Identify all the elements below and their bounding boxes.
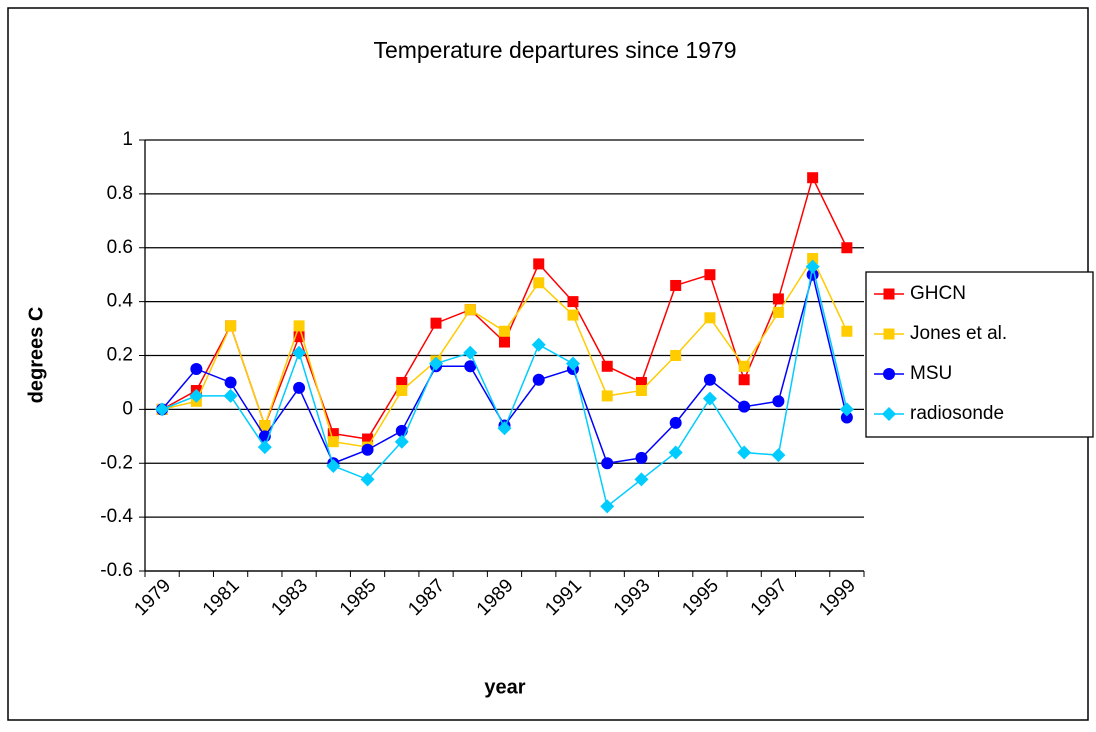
marker	[533, 258, 545, 270]
marker	[565, 356, 580, 371]
y-tick-label: 0.6	[107, 237, 133, 258]
marker	[600, 499, 615, 514]
marker	[738, 360, 750, 372]
marker	[635, 385, 647, 397]
marker	[805, 259, 820, 274]
marker	[772, 306, 784, 318]
marker	[567, 309, 579, 321]
marker	[429, 356, 444, 371]
marker	[738, 400, 751, 413]
marker	[635, 376, 647, 388]
marker	[738, 374, 750, 386]
marker	[670, 350, 682, 361]
marker	[326, 458, 341, 473]
marker	[601, 390, 613, 402]
marker	[499, 336, 510, 348]
marker	[634, 472, 649, 487]
y-tick-label: 0	[122, 398, 133, 419]
y-tick-label: -0.6	[100, 560, 133, 581]
marker	[839, 402, 854, 417]
marker	[293, 381, 306, 394]
y-tick-label: -0.2	[100, 452, 133, 473]
marker	[396, 385, 408, 397]
marker	[464, 304, 476, 316]
marker	[635, 451, 648, 464]
marker	[293, 331, 305, 343]
marker	[293, 320, 305, 332]
legend-box	[865, 271, 1094, 438]
marker	[883, 288, 895, 300]
marker	[499, 325, 510, 337]
marker	[464, 360, 477, 373]
marker	[259, 420, 271, 432]
marker	[327, 428, 339, 440]
marker	[882, 407, 896, 421]
marker	[531, 337, 546, 352]
marker	[772, 293, 784, 305]
marker	[702, 391, 717, 406]
marker	[257, 440, 272, 455]
legend-label: radiosonde	[910, 403, 1004, 424]
marker	[224, 376, 237, 389]
marker	[223, 388, 238, 403]
marker	[883, 368, 895, 380]
x-axis-label: year	[484, 676, 525, 698]
marker	[327, 436, 339, 448]
marker	[841, 242, 853, 254]
marker	[189, 388, 204, 403]
marker	[704, 312, 716, 324]
marker	[841, 325, 853, 337]
marker	[361, 443, 374, 456]
marker	[155, 402, 170, 417]
y-tick-label: 1	[122, 129, 133, 150]
marker	[532, 373, 545, 386]
y-tick-label: 0.2	[107, 345, 133, 366]
marker	[362, 433, 374, 445]
chart-title: Temperature departures since 1979	[373, 37, 736, 63]
marker	[225, 320, 237, 332]
legend-label: GHCN	[910, 283, 966, 304]
marker	[807, 253, 819, 265]
legend-label: Jones et al.	[910, 323, 1007, 344]
marker	[190, 362, 203, 375]
y-tick-label: 0.4	[107, 291, 134, 312]
series	[155, 259, 854, 514]
marker	[704, 269, 716, 281]
marker	[772, 395, 785, 408]
marker	[430, 317, 442, 329]
marker	[840, 411, 853, 424]
marker	[737, 445, 752, 460]
marker	[601, 457, 614, 470]
marker	[497, 421, 512, 436]
marker	[360, 472, 375, 487]
y-tick-label: 0.8	[107, 183, 133, 204]
marker	[883, 328, 895, 340]
marker	[670, 279, 682, 291]
marker	[601, 360, 613, 372]
marker	[567, 296, 579, 308]
marker	[292, 345, 307, 360]
marker	[807, 172, 819, 184]
marker	[396, 376, 408, 388]
marker	[668, 445, 683, 460]
marker	[394, 434, 409, 449]
legend-label: MSU	[910, 363, 952, 384]
marker	[703, 373, 716, 386]
marker	[533, 277, 545, 289]
y-axis-label: degrees C	[25, 307, 47, 404]
y-tick-label: -0.4	[100, 506, 133, 527]
marker	[669, 416, 682, 429]
marker	[771, 448, 786, 463]
marker	[463, 345, 478, 360]
